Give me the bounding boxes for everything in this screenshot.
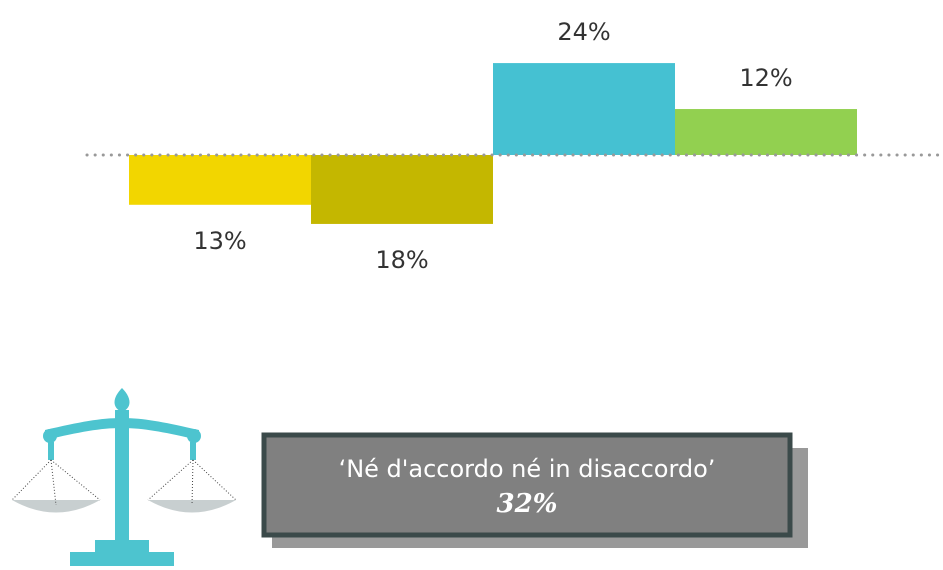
bar [675,109,857,155]
value-label: 24% [557,18,610,46]
value-label: 13% [193,227,246,255]
callout-box [264,435,790,535]
callout-text: ‘Né d'accordo né in disaccordo’ [339,455,716,483]
callout-value: 32% [497,489,558,519]
chart: ‘Né d'accordo né in disaccordo’ 32% 13% 1… [0,0,943,570]
value-label: 18% [375,246,428,274]
scale-icon [12,388,236,566]
bar [493,63,675,155]
bar [129,155,311,205]
value-label: 12% [739,64,792,92]
bar [311,155,493,224]
